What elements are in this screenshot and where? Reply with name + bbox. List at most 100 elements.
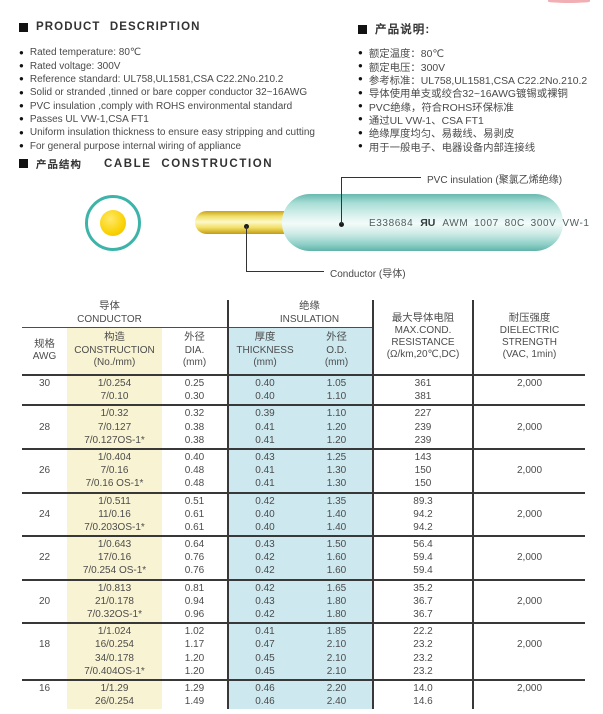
bullet-text: Solid or stranded ,tinned or bare copper… — [29, 87, 308, 99]
value-line: 143 — [414, 451, 432, 463]
awg-value: 22 — [38, 552, 51, 564]
value-line: 2.10 — [326, 665, 347, 677]
value-line: 7/0.404OS-1* — [84, 665, 145, 677]
bullet-item: ● 用于一般电子、电器设备内部连接线 — [358, 139, 603, 154]
value-line: 59.4 — [413, 565, 433, 577]
bullet-icon: ● — [358, 47, 363, 57]
spec-table-body: 30 1/0.254 7/0.10 0.25 0.30 0.40 0.40 1.05 1.10 3… — [22, 373, 586, 710]
insulation-group-header: 绝缘 INSULATION — [227, 300, 374, 328]
bullet-text: 导体使用单支或绞合32~16AWG镀锡或裸铜 — [368, 89, 568, 101]
value-line: 1/1.024 — [97, 626, 132, 638]
value-line: 0.81 — [184, 582, 205, 594]
value-line: 1.20 — [326, 434, 347, 446]
value-line: 1.40 — [326, 521, 347, 533]
value-line: 7/0.127 — [97, 421, 132, 433]
value-line: 0.42 — [255, 495, 275, 507]
dielectric-column-header: 耐压强度 DIELECTRIC STRENGTH (VAC, 1min) — [472, 300, 586, 376]
od-cell: 1.05 1.10 — [301, 373, 374, 406]
resistance-cell: 35.2 36.7 36.7 — [372, 578, 474, 624]
dia-cell: 0.81 0.94 0.96 — [162, 578, 229, 624]
bullet-item: ● Uniform insulation thickness to ensure … — [19, 126, 354, 139]
thickness-cell: 0.42 0.40 0.40 — [227, 491, 302, 537]
product-description-list-en: ● Rated temperature: 80℃ ● Rated voltage: 3… — [19, 46, 354, 153]
bullet-text: 绝缘厚度均匀、易裁线、易剥皮 — [368, 129, 515, 141]
value-line: 1.30 — [326, 465, 347, 477]
value-line: 0.41 — [255, 434, 275, 446]
value-line: 0.43 — [255, 451, 275, 463]
value-line: 1/0.404 — [97, 451, 132, 463]
value-line: 1/0.643 — [97, 539, 132, 551]
value-line: 89.3 — [413, 495, 433, 507]
bullet-icon: ● — [358, 114, 363, 124]
bullet-item: ● 额定温度：80℃ — [358, 46, 603, 61]
value-line: 0.64 — [184, 539, 205, 551]
bullet-item: ● Rated temperature: 80℃ — [19, 46, 354, 59]
bullet-text: 额定温度：80℃ — [368, 49, 445, 61]
bullet-text: 额定电压：300V — [368, 62, 446, 74]
awg-cell: 22 — [22, 535, 67, 580]
value-line: 16/0.254 — [95, 639, 134, 651]
conductor-leader-vline — [246, 226, 247, 271]
section-square-icon — [19, 22, 28, 32]
value-line: 1.60 — [326, 565, 347, 577]
value-line: 0.41 — [255, 478, 275, 490]
dia-cell: 0.64 0.76 0.76 — [162, 535, 229, 580]
value-line: 1.65 — [326, 582, 347, 594]
value-line: 0.25 — [184, 378, 205, 389]
value-line: 59.4 — [413, 552, 433, 564]
value-line: 7/0.203OS-1* — [84, 521, 145, 533]
value-line: 14.0 — [413, 682, 433, 694]
od-cell: 1.65 1.80 1.80 — [301, 578, 374, 624]
pvc-insulation-label: PVC insulation (聚氯乙烯绝缘) — [427, 175, 563, 186]
resistance-cell: 143 150 150 — [372, 447, 474, 493]
bullet-text: Rated temperature: 80℃ — [29, 47, 142, 59]
ul-recognized-mark-icon: ЯU — [420, 217, 436, 229]
product-description-header: PRODUCT DESCRIPTION — [19, 21, 201, 33]
cable-construction-header: 产品结构 CABLE CONSTRUCTION — [19, 156, 273, 171]
dia-cell: 0.51 0.61 0.61 — [162, 491, 229, 537]
thickness-cell: 0.46 0.46 — [227, 678, 302, 710]
thickness-column-header: 厚度 THICKNESS (mm) — [227, 327, 302, 376]
conductor-group-header: 导体 CONDUCTOR — [22, 300, 229, 328]
dielectric-value: 2,000 — [517, 508, 543, 520]
od-column-header: 外径 O.D. (mm) — [301, 327, 374, 376]
bullet-icon: ● — [19, 114, 24, 124]
value-line: 0.46 — [255, 682, 275, 694]
value-line: 0.41 — [255, 626, 275, 638]
value-line: 94.2 — [413, 521, 433, 533]
value-line: 7/0.32OS-1* — [86, 609, 143, 620]
value-line: 36.7 — [413, 609, 433, 620]
bullet-text: PVC insulation ,comply with ROHS environ… — [29, 100, 293, 112]
awg-cell: 20 — [22, 578, 67, 624]
value-line: 26/0.254 — [95, 696, 134, 708]
table-row: 24 1/0.511 11/0.16 7/0.203OS-1* 0.51 0.61 0.61… — [22, 491, 586, 537]
dielectric-value: 2,000 — [517, 465, 543, 477]
value-line: 1.85 — [326, 626, 347, 638]
bullet-text: Uniform insulation thickness to ensure e… — [29, 127, 315, 139]
value-line: 0.40 — [255, 508, 275, 520]
bullet-text: 参考标准：UL758,UL1581,CSA C22.2No.210.2 — [368, 75, 588, 87]
bullet-icon: ● — [358, 87, 363, 97]
table-row: 22 1/0.643 17/0.16 7/0.254 OS-1* 0.64 0.76 0.7… — [22, 535, 586, 580]
resistance-column-header: 最大导体电阻 MAX.COND. RESISTANCE (Ω/km,20℃,DC… — [372, 300, 474, 376]
value-line: 36.7 — [413, 595, 433, 607]
logo-fragment — [548, 0, 590, 3]
table-row: 28 1/0.32 7/0.127 7/0.127OS-1* 0.32 0.38 0.38 0… — [22, 404, 586, 449]
value-line: 0.51 — [184, 495, 205, 507]
value-line: 0.40 — [255, 521, 275, 533]
table-row: 16 1/1.29 26/0.254 1.29 1.49 0.46 0.46 2.20 2.40… — [22, 678, 586, 710]
dia-cell: 1.02 1.17 1.20 1.20 — [162, 622, 229, 680]
dielectric-cell: 2,000 — [472, 622, 586, 680]
bullet-icon: ● — [19, 127, 24, 137]
pvc-leader-vline — [341, 177, 342, 224]
dia-cell: 0.25 0.30 — [162, 373, 229, 406]
value-line: 1.49 — [184, 696, 205, 708]
awg-value: 20 — [38, 595, 51, 607]
value-line: 1/0.511 — [98, 495, 131, 507]
value-line: 0.42 — [255, 552, 275, 564]
bullet-item: ● Reference standard: UL758,UL1581,CSA C2… — [19, 73, 354, 86]
dielectric-cell: 2,000 — [472, 491, 586, 537]
bullet-item: ● For general purpose internal wiring of … — [19, 139, 354, 152]
dielectric-value: 2,000 — [517, 378, 543, 390]
